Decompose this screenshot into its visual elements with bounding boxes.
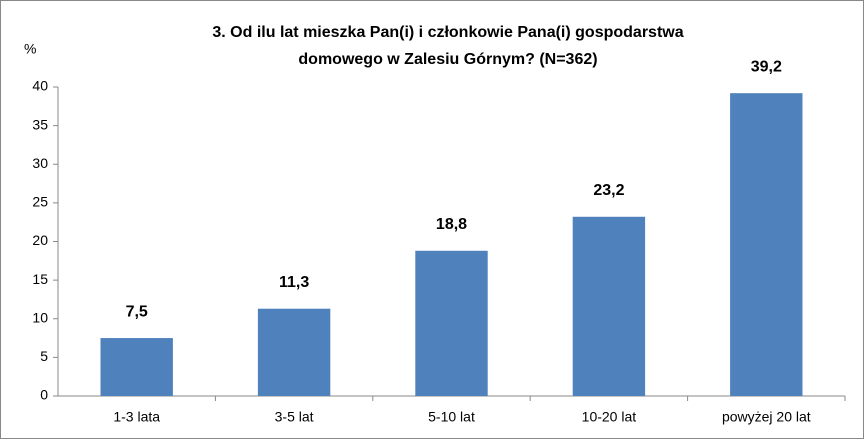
x-tick-label: 1-3 lata xyxy=(113,409,160,425)
x-tick-label: 10-20 lat xyxy=(582,409,637,425)
bar xyxy=(415,250,488,396)
bar xyxy=(572,216,646,396)
value-label: 11,3 xyxy=(279,274,309,291)
y-tick-label: 10 xyxy=(32,309,48,325)
bar xyxy=(257,308,331,396)
bar xyxy=(100,338,173,396)
y-tick-label: 0 xyxy=(40,387,48,403)
bar xyxy=(730,93,803,397)
y-tick-label: 25 xyxy=(32,194,48,210)
x-tick-label: powyżej 20 lat xyxy=(722,409,811,425)
y-axis-label: % xyxy=(24,41,36,57)
value-label: 39,2 xyxy=(751,58,782,75)
value-label: 18,8 xyxy=(436,216,467,233)
value-label: 23,2 xyxy=(593,182,624,199)
chart-title: domowego w Zalesiu Górnym? (N=362) xyxy=(298,51,597,68)
chart-title: 3. Od ilu lat mieszka Pan(i) i członkowi… xyxy=(212,24,683,41)
x-tick-label: 3-5 lat xyxy=(275,409,314,425)
x-tick-label: 5-10 lat xyxy=(428,409,475,425)
value-label: 7,5 xyxy=(126,303,148,320)
y-tick-label: 35 xyxy=(32,116,48,132)
y-tick-label: 5 xyxy=(40,348,48,364)
y-tick-label: 40 xyxy=(32,78,48,94)
y-tick-label: 15 xyxy=(32,271,48,287)
y-tick-label: 20 xyxy=(32,232,48,248)
y-tick-label: 30 xyxy=(32,155,48,171)
